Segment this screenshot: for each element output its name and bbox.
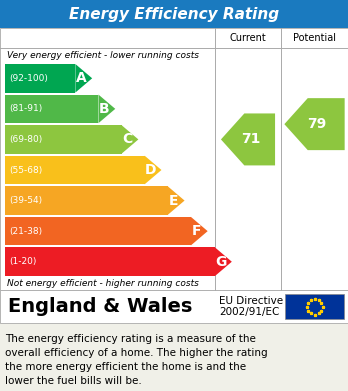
Bar (5, 95, 98, 123)
Text: F: F (192, 224, 201, 238)
Polygon shape (121, 125, 139, 154)
Text: 2002/91/EC: 2002/91/EC (219, 307, 279, 316)
Text: Energy Efficiency Rating: Energy Efficiency Rating (69, 7, 279, 22)
Polygon shape (215, 248, 232, 276)
Text: 71: 71 (241, 133, 260, 146)
Polygon shape (145, 156, 161, 184)
Text: overall efficiency of a home. The higher the rating: overall efficiency of a home. The higher… (5, 348, 268, 358)
Polygon shape (221, 113, 275, 165)
Bar (0, 290, 348, 323)
Text: (39-54): (39-54) (9, 196, 42, 205)
Bar (5, 125, 121, 154)
Text: The energy efficiency rating is a measure of the: The energy efficiency rating is a measur… (5, 334, 256, 344)
Text: England & Wales: England & Wales (8, 297, 192, 316)
Bar (285, 294, 344, 319)
Text: Very energy efficient - lower running costs: Very energy efficient - lower running co… (7, 50, 199, 59)
Text: Potential: Potential (293, 33, 336, 43)
Text: Not energy efficient - higher running costs: Not energy efficient - higher running co… (7, 278, 199, 287)
Bar (5, 64, 76, 93)
Text: (92-100): (92-100) (9, 74, 48, 83)
Bar (0, 28, 348, 290)
Polygon shape (191, 217, 208, 246)
Bar (5, 248, 215, 276)
Text: lower the fuel bills will be.: lower the fuel bills will be. (5, 376, 142, 386)
Text: (21-38): (21-38) (9, 227, 42, 236)
Polygon shape (76, 64, 92, 93)
Polygon shape (168, 186, 184, 215)
Text: D: D (145, 163, 156, 177)
Text: (81-91): (81-91) (9, 104, 42, 113)
Polygon shape (98, 95, 115, 123)
Text: Current: Current (230, 33, 266, 43)
Text: EU Directive: EU Directive (219, 296, 283, 307)
Text: (69-80): (69-80) (9, 135, 42, 144)
Text: (1-20): (1-20) (9, 257, 37, 266)
Text: G: G (215, 255, 227, 269)
Bar (5, 217, 191, 246)
Bar (5, 156, 145, 184)
Text: C: C (122, 133, 133, 146)
Bar (5, 186, 168, 215)
Text: B: B (99, 102, 110, 116)
Bar (0, 0, 348, 28)
Text: the more energy efficient the home is and the: the more energy efficient the home is an… (5, 362, 246, 372)
Text: 79: 79 (307, 117, 326, 131)
Text: E: E (169, 194, 179, 208)
Text: (55-68): (55-68) (9, 165, 42, 174)
Text: A: A (76, 71, 87, 85)
Polygon shape (284, 98, 345, 150)
